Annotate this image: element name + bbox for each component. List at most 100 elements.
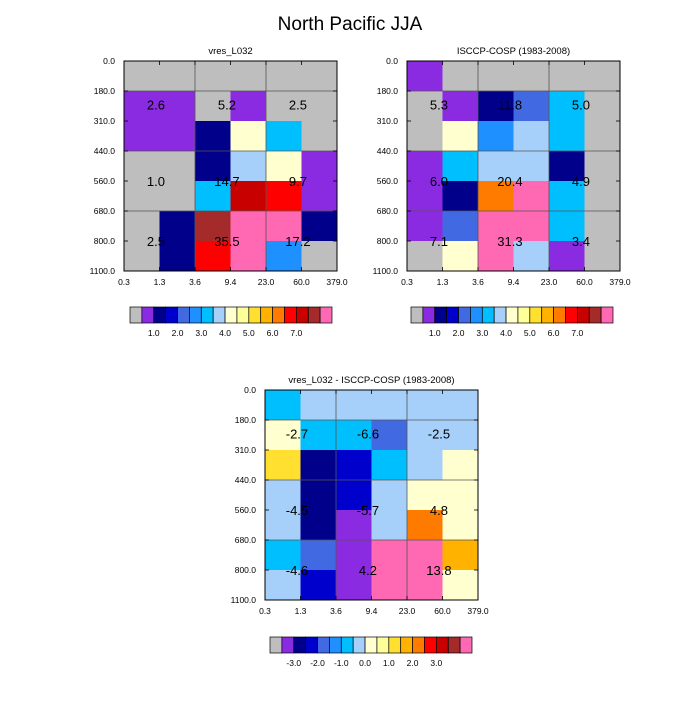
plots: vres_L032 0.3 1.3 3.6 9.4 23.0 60.0 379.0 0.0 180… [90, 46, 631, 668]
colorbar-label: 2.0 [453, 328, 465, 338]
colorbar: -3.0 -2.0 -1.0 0.0 1.0 2.0 3.0 [269, 636, 473, 668]
heatmap-cell [584, 91, 621, 122]
heatmap-cell [300, 390, 337, 421]
heatmap-cell [265, 510, 301, 541]
heatmap-cell [124, 181, 160, 212]
heatmap-cell [300, 570, 337, 601]
cell-value-label: 35.5 [214, 234, 239, 249]
heatmap-cell [371, 540, 408, 571]
heatmap-cell [584, 181, 621, 212]
heatmap-cell [407, 121, 443, 152]
heatmap-cell [266, 91, 302, 122]
heatmap-cell [478, 151, 514, 182]
x-tick-label: 379.0 [326, 277, 348, 287]
cell-value-label: 5.2 [218, 98, 236, 113]
heatmap-cell [442, 480, 479, 511]
colorbar-swatch [600, 306, 614, 324]
heatmap-cell [159, 151, 196, 182]
heatmap-cell [407, 540, 443, 571]
y-tick-label: 440.0 [377, 146, 399, 156]
colorbar-label: -2.0 [310, 658, 325, 668]
colorbar-label: 6.0 [267, 328, 279, 338]
colorbar-label: 3.0 [430, 658, 442, 668]
colorbar-swatch [493, 306, 507, 324]
heatmap-cell [336, 540, 372, 571]
cell-value-label: 9.7 [289, 174, 307, 189]
heatmap-cell [301, 91, 338, 122]
heatmap-cell [265, 540, 301, 571]
heatmap-cell [442, 121, 479, 152]
heatmap-cell [442, 181, 479, 212]
colorbar-swatch [340, 636, 354, 654]
x-tick-label: 3.6 [472, 277, 484, 287]
colorbar-swatch [305, 636, 318, 654]
heatmap-cell [266, 241, 302, 272]
heatmap-cell [442, 540, 479, 571]
colorbar-swatch [588, 306, 602, 324]
colorbar-swatch [459, 636, 473, 654]
colorbar-swatch [529, 306, 543, 324]
colorbar-label: 2.0 [407, 658, 419, 668]
colorbar-label: 4.0 [219, 328, 231, 338]
heatmap-cell [230, 61, 267, 92]
colorbar-label: 7.0 [571, 328, 583, 338]
heatmap-cell [478, 181, 514, 212]
colorbar: 1.0 2.0 3.0 4.0 5.0 6.0 7.0 [410, 306, 614, 338]
heatmap-cell [407, 420, 443, 451]
heatmap-cell [230, 211, 267, 242]
heatmap-cell [266, 211, 302, 242]
y-tick-label: 1100.0 [373, 266, 399, 276]
x-tick-label: 0.3 [259, 606, 271, 616]
colorbar-label: -3.0 [286, 658, 301, 668]
heatmap-cell [513, 91, 550, 122]
heatmap-cell [549, 181, 585, 212]
heatmap-cell [266, 181, 302, 212]
heatmap-cell [442, 510, 479, 541]
heatmap-cell [265, 570, 301, 601]
heatmap-cell [478, 121, 514, 152]
cell-value-label: -5.7 [357, 503, 379, 518]
heatmap-cell [371, 510, 408, 541]
colorbar-swatch [436, 636, 449, 654]
x-tick-label: 9.4 [225, 277, 237, 287]
y-tick-label: 310.0 [235, 445, 257, 455]
colorbar-swatch [388, 636, 402, 654]
colorbar-swatch [224, 306, 238, 324]
colorbar-swatch [470, 306, 483, 324]
colorbar-swatch [296, 306, 309, 324]
heatmap-cell [300, 480, 337, 511]
x-tick-label: 23.0 [258, 277, 275, 287]
heatmap-cell [549, 121, 585, 152]
y-tick-label: 800.0 [235, 565, 257, 575]
heatmap-cell [442, 61, 479, 92]
x-tick-label: 0.3 [118, 277, 130, 287]
heatmap-cell [407, 570, 443, 601]
colorbar-swatch [165, 306, 178, 324]
colorbar-swatch [200, 306, 214, 324]
panel-title: vres_L032 [208, 46, 252, 57]
heatmap-cell [195, 61, 231, 92]
heatmap-cell [300, 420, 337, 451]
colorbar-label: 5.0 [524, 328, 536, 338]
colorbar-swatch [260, 306, 273, 324]
heatmap-cell [124, 121, 160, 152]
y-tick-label: 0.0 [103, 56, 115, 66]
heatmap-cell [442, 211, 479, 242]
heatmap-cell [442, 570, 479, 601]
heatmap-cell [442, 91, 479, 122]
colorbar-swatch [281, 636, 295, 654]
heatmap-cell [159, 241, 196, 272]
colorbar-swatch [422, 306, 436, 324]
cell-value-label: 4.2 [359, 563, 377, 578]
heatmap-cell [584, 211, 621, 242]
colorbar-swatch [236, 306, 250, 324]
x-tick-label: 23.0 [541, 277, 558, 287]
heatmap-cell [301, 121, 338, 152]
heatmap-cell [442, 151, 479, 182]
cell-value-label: 2.5 [147, 234, 165, 249]
colorbar-label: -1.0 [334, 658, 349, 668]
cell-value-label: 5.3 [430, 98, 448, 113]
heatmap-cell [407, 211, 443, 242]
x-tick-label: 60.0 [434, 606, 451, 616]
